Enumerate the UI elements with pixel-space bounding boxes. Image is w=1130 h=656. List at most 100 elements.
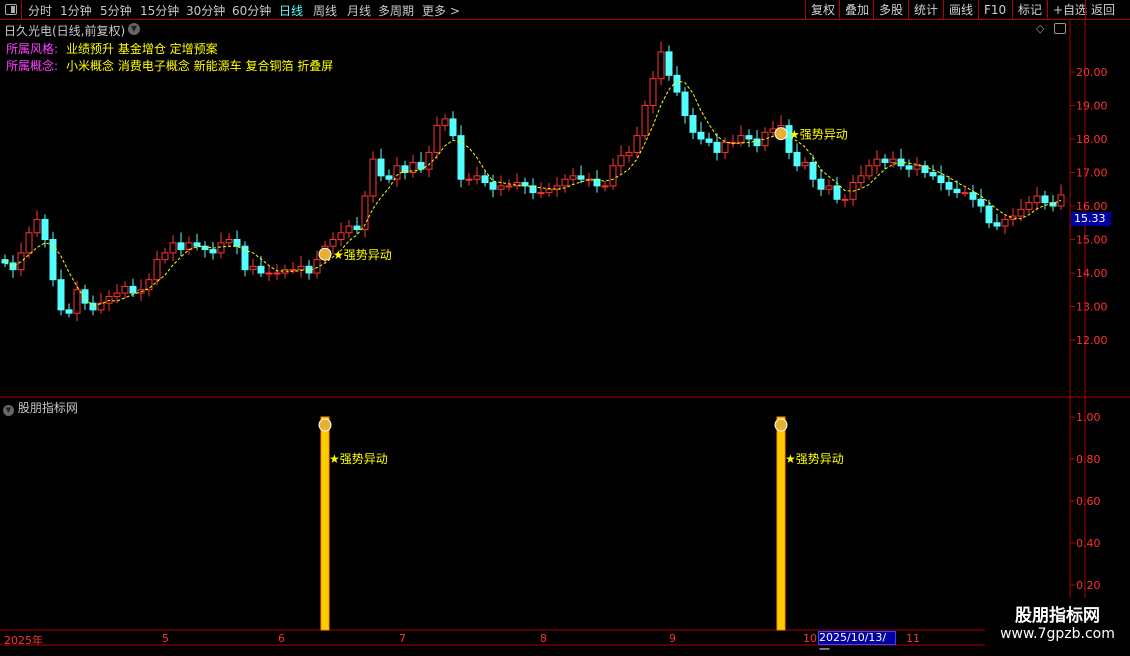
chevron-down-icon[interactable]: ▼: [128, 23, 140, 35]
candle-body: [633, 135, 641, 153]
candle-body: [865, 165, 873, 177]
candle-body: [609, 165, 617, 187]
candle-body: [529, 185, 537, 194]
candle-body: [89, 302, 97, 311]
candle-body: [801, 161, 809, 167]
candle-body: [49, 239, 57, 281]
candle-body: [145, 279, 153, 291]
style-value: 业绩预升 基金增仓 定增预案: [66, 42, 218, 56]
price-tick-label: 18.00: [1076, 133, 1108, 146]
watermark-name: 股朋指标网: [1015, 606, 1100, 626]
candle-body: [993, 222, 1001, 227]
panel-icon: [5, 4, 17, 15]
candle-body: [361, 195, 369, 230]
style-label: 所属风格:: [6, 42, 59, 56]
candle-body: [673, 74, 681, 93]
panel-toggle-icon[interactable]: [1054, 23, 1066, 34]
candle-body: [473, 175, 481, 180]
candle-body: [377, 158, 385, 177]
toolbar-button[interactable]: 返回: [1085, 0, 1120, 20]
candle-body: [521, 182, 529, 187]
candle-body: [953, 188, 961, 194]
candle-body: [105, 295, 113, 304]
period-tab[interactable]: 分时: [28, 4, 53, 18]
candle-body: [857, 175, 865, 184]
candle-body: [433, 125, 441, 153]
candle-body: [753, 138, 761, 147]
candle-body: [1017, 208, 1025, 217]
period-tab[interactable]: 周线: [313, 4, 338, 18]
period-tab[interactable]: 5分钟: [100, 4, 132, 18]
period-tab[interactable]: 15分钟: [140, 4, 180, 18]
period-tab[interactable]: 60分钟: [232, 4, 272, 18]
candle-body: [689, 115, 697, 133]
candle-body: [81, 289, 89, 304]
toolbar-button[interactable]: 叠加: [839, 0, 874, 20]
toolbar-button[interactable]: 标记: [1012, 0, 1047, 20]
toolbar-button[interactable]: 复权: [805, 0, 840, 20]
candle-body: [129, 285, 137, 294]
stock-title: 日久光电(日线,前复权): [4, 24, 126, 38]
candle-body: [65, 309, 73, 314]
candle-body: [825, 185, 833, 190]
candle-body: [969, 192, 977, 200]
candle-body: [1041, 195, 1049, 204]
indicator-tick-label: 0.80: [1076, 453, 1101, 466]
period-tab[interactable]: 更多 >: [422, 4, 460, 18]
toolbar-button[interactable]: 画线: [943, 0, 978, 20]
period-toolbar: 分时 1分钟 5分钟 15分钟 30分钟 60分钟 日线 周线 月线 多周期 更多 > 复权 叠加 多股…: [0, 0, 1130, 20]
time-axis-label: 6: [278, 632, 285, 645]
period-tab[interactable]: 日线: [279, 4, 304, 18]
candle-body: [177, 242, 185, 251]
candle-body: [17, 252, 25, 271]
candle-body: [961, 192, 969, 195]
period-tab[interactable]: 1分钟: [60, 4, 92, 18]
candle-body: [217, 242, 225, 254]
candle-body: [721, 141, 729, 153]
diamond-icon[interactable]: ◇: [1036, 22, 1045, 35]
price-tick-label: 12.00: [1076, 334, 1108, 347]
candle-body: [937, 175, 945, 184]
candle-body: [1025, 202, 1033, 210]
candle-body: [569, 175, 577, 180]
candle-body: [233, 239, 241, 247]
candle-body: [705, 138, 713, 143]
candle-body: [161, 252, 169, 261]
time-axis-label: 5: [162, 632, 169, 645]
toolbar-button[interactable]: +自选: [1047, 0, 1092, 20]
candle-body: [393, 165, 401, 180]
signal-bar: [776, 416, 786, 631]
money-bag-icon: [774, 127, 788, 141]
candle-body: [745, 135, 753, 140]
candle-body: [841, 198, 849, 201]
indicator-tick-label: 0.40: [1076, 537, 1101, 550]
toolbar-button[interactable]: 多股: [873, 0, 908, 20]
candle-body: [153, 259, 161, 281]
price-tick-label: 20.00: [1076, 66, 1108, 79]
period-tab[interactable]: 多周期: [378, 4, 415, 18]
candle-body: [545, 188, 553, 194]
period-tab[interactable]: 月线: [347, 4, 372, 18]
candle-body: [313, 259, 321, 274]
candle-body: [121, 285, 129, 294]
time-axis-label: 8: [540, 632, 547, 645]
candle-body: [241, 245, 249, 271]
sidebar-toggle-button[interactable]: [0, 0, 22, 20]
toolbar-button[interactable]: F10: [978, 0, 1011, 20]
candle-body: [225, 239, 233, 244]
candle-body: [209, 249, 217, 254]
price-tick-label: 13.00: [1076, 301, 1108, 314]
period-tab[interactable]: 30分钟: [186, 4, 226, 18]
candle-body: [617, 155, 625, 167]
toolbar-button[interactable]: 统计: [908, 0, 943, 20]
current-price-label: 15.33: [1071, 212, 1111, 226]
candle-body: [497, 185, 505, 190]
chevron-down-icon[interactable]: ▼: [3, 405, 14, 416]
indicator-name: 股朋指标网: [17, 401, 78, 415]
candle-body: [561, 178, 569, 187]
candle-body: [1009, 215, 1017, 220]
indicator-tick-label: 1.00: [1076, 411, 1101, 424]
candle-body: [345, 225, 353, 234]
candle-body: [929, 172, 937, 177]
